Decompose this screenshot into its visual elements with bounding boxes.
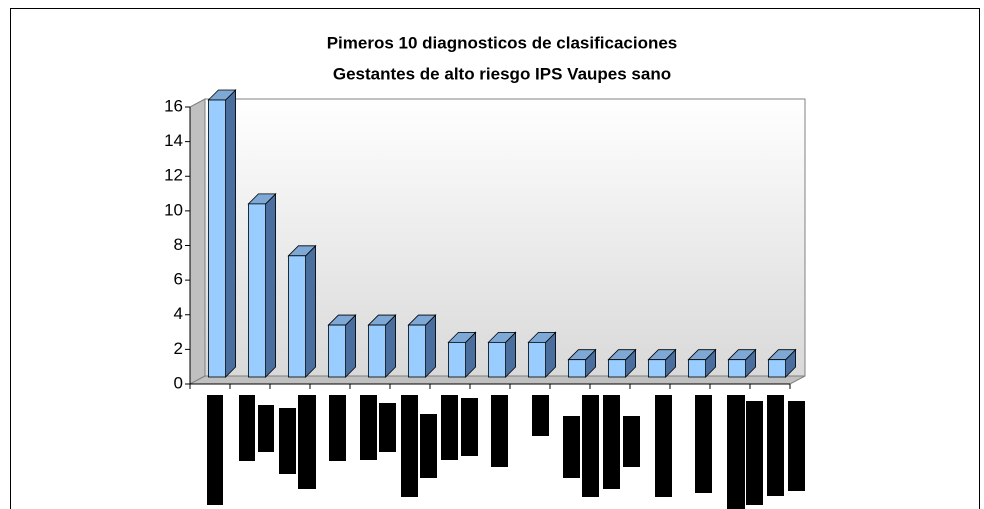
bar	[728, 359, 747, 378]
y-tick-label: 0	[174, 373, 183, 392]
chart-title: Pimeros 10 diagnosticos de clasificacion…	[327, 33, 678, 52]
y-tick-label: 6	[174, 270, 183, 289]
bar	[487, 341, 506, 378]
y-tick-label: 16	[164, 96, 183, 115]
bar-side	[305, 244, 317, 378]
bar	[688, 359, 707, 378]
bar	[327, 324, 346, 378]
y-tick-label: 4	[174, 304, 183, 323]
bar	[247, 203, 266, 378]
bar	[608, 359, 627, 378]
bar-side	[425, 314, 437, 378]
side-wall	[189, 98, 206, 385]
plot-area: 0 2 4 6 8 10 12 14 16	[164, 89, 806, 392]
bar-side	[385, 314, 397, 378]
bar-side	[225, 89, 237, 378]
chart-border	[10, 8, 980, 509]
chart-subtitle: Gestantes de alto riesgo IPS Vaupes sano	[333, 64, 671, 83]
y-tick-label: 12	[164, 166, 183, 185]
bar	[768, 359, 787, 378]
y-tick-label: 2	[174, 339, 183, 358]
bar	[287, 255, 306, 378]
bar	[367, 324, 386, 378]
y-tick-label: 10	[164, 200, 183, 219]
bar	[407, 324, 426, 378]
bar	[568, 359, 587, 378]
y-tick-label: 14	[164, 131, 183, 150]
redacted-labels	[207, 395, 805, 509]
bar-side	[345, 314, 357, 378]
bar	[528, 341, 547, 378]
bar	[447, 341, 466, 378]
bar	[648, 359, 667, 378]
y-tick-label: 8	[174, 235, 183, 254]
bar	[207, 99, 226, 378]
bar-side	[265, 192, 277, 378]
